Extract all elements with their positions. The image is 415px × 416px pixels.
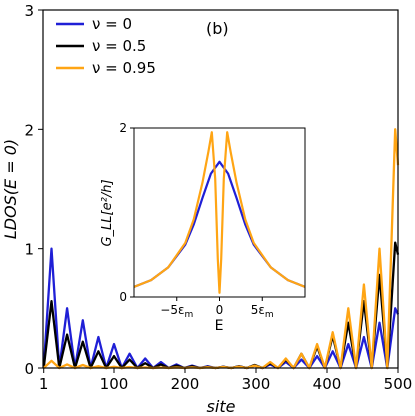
x-tick-label: 300 [242, 375, 271, 393]
inset-x-tick-label: −5εm [160, 303, 193, 320]
x-tick-label: 400 [313, 375, 342, 393]
inset-background [134, 128, 305, 297]
inset-plot: −5εm 0 5εm 0 2 E G_LL[e²/h] [100, 121, 306, 334]
main-x-axis-label: site [207, 397, 236, 416]
inset-y-tick-label: 0 [119, 290, 127, 304]
inset-y-tick-label: 2 [119, 121, 127, 135]
x-tick-label: 1 [39, 375, 49, 393]
y-tick-label: 0 [24, 360, 34, 378]
inset-x-tick-label: 0 [216, 303, 224, 317]
x-tick-label: 200 [171, 375, 200, 393]
y-tick-label: 2 [24, 121, 34, 139]
legend-label-0: ν = 0 [92, 15, 132, 33]
legend-label-1: ν = 0.5 [92, 37, 146, 55]
x-tick-label: 100 [100, 375, 129, 393]
legend-label-2: ν = 0.95 [92, 59, 156, 77]
inset-ticks: −5εm 0 5εm 0 2 [119, 121, 273, 320]
inset-x-tick-label: 5εm [251, 303, 274, 320]
main-y-axis-label: LDOS(E = 0) [1, 139, 20, 239]
inset-y-axis-label: G_LL[e²/h] [100, 179, 115, 246]
inset-series-line-1 [133, 131, 306, 294]
inset-series-layer [133, 131, 306, 294]
main-plot-frame [42, 9, 399, 369]
legend: ν = 0 ν = 0.5 ν = 0.95 [56, 15, 156, 77]
panel-label: (b) [206, 19, 229, 38]
y-tick-label: 3 [24, 2, 34, 20]
inset-x-axis-label: E [215, 318, 224, 334]
x-tick-label: 500 [384, 375, 413, 393]
y-tick-label: 1 [24, 241, 34, 259]
